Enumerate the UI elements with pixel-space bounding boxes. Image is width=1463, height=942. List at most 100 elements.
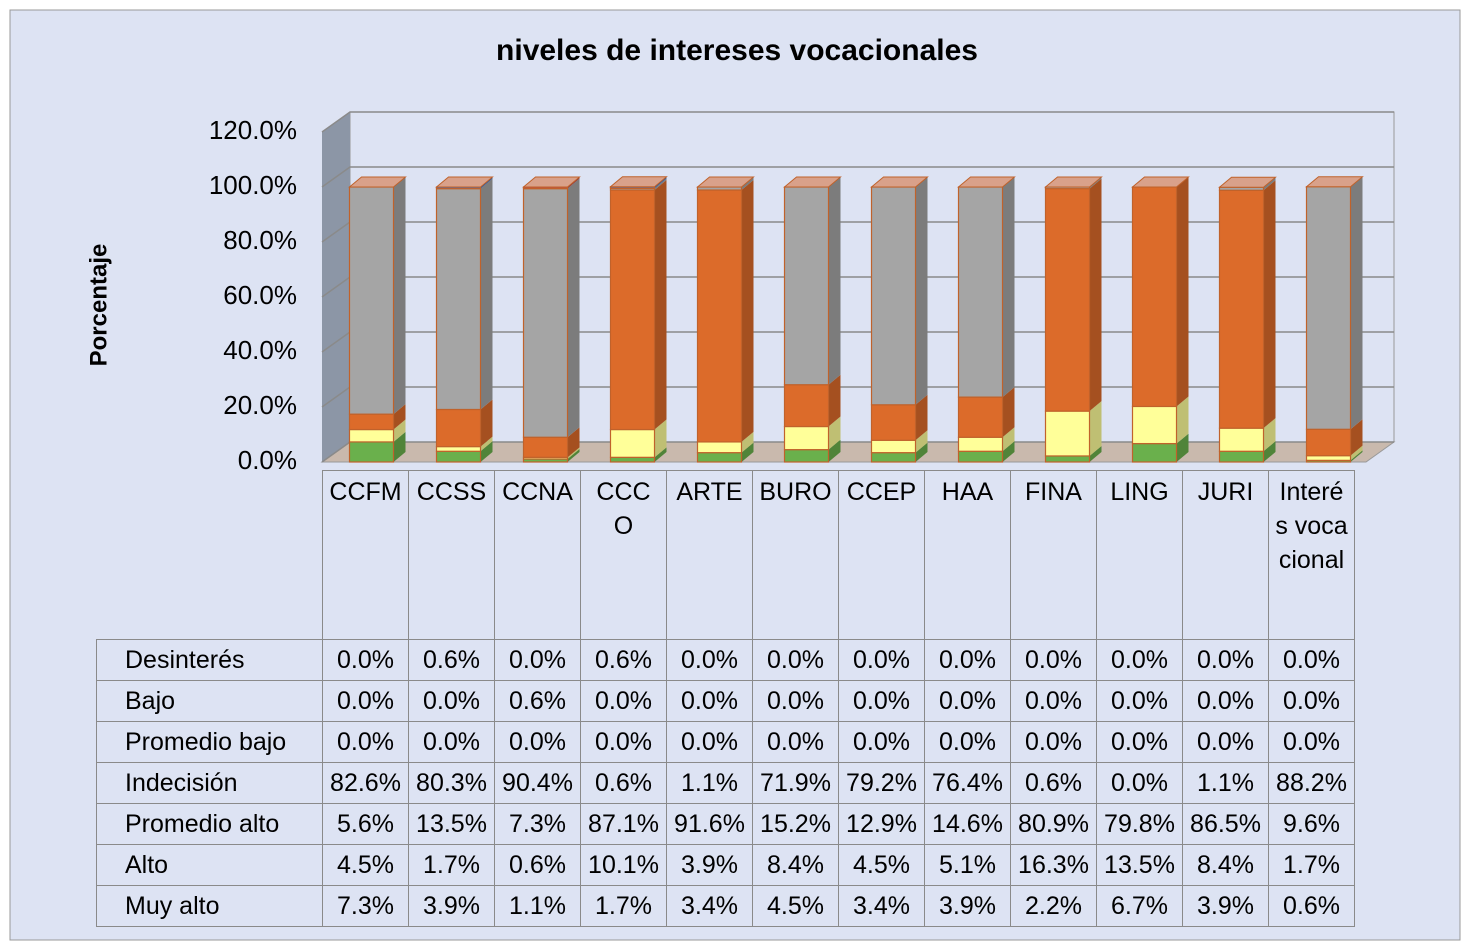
table-cell: 0.0%	[1096, 762, 1183, 804]
bar-side	[741, 431, 754, 453]
bar-side	[1176, 177, 1189, 407]
table-cell: 9.6%	[1268, 803, 1355, 845]
table-header: CCFM CCSS CCNA CCCO ARTE BURO CCEP HAA FINA LING J…	[97, 470, 1355, 640]
bar-top	[522, 176, 581, 188]
table-cell: 0.0%	[924, 721, 1011, 763]
bar-side	[741, 180, 754, 442]
table-cell: 0.6%	[1268, 885, 1355, 927]
bar-side	[915, 430, 928, 453]
table-cell: 0.0%	[408, 721, 495, 763]
bar-top	[1131, 176, 1190, 188]
bar-front	[1218, 427, 1265, 452]
bar-side	[1002, 441, 1015, 462]
table-cell: 0.0%	[580, 680, 667, 722]
bar-top	[783, 176, 842, 188]
table-cell: 0.6%	[494, 680, 581, 722]
table-cell: 0.0%	[838, 639, 925, 681]
bar-front	[1044, 188, 1091, 412]
y-tick-label: 60.0%	[223, 280, 297, 310]
bar-side	[1350, 176, 1363, 430]
cat: HAA	[924, 470, 1011, 640]
y-axis-label: Porcentaje	[85, 244, 112, 367]
grid-line	[321, 166, 1394, 188]
bar-front	[1305, 455, 1352, 461]
table-cell: 0.0%	[1268, 721, 1355, 763]
table-cell: 0.6%	[580, 639, 667, 681]
bar-front	[783, 384, 830, 428]
bar-top	[1044, 176, 1103, 188]
bar-side	[1263, 418, 1276, 452]
table-cell: 0.0%	[666, 721, 753, 763]
bar-side	[480, 436, 493, 452]
bar-front	[870, 404, 917, 441]
table-cell: 0.0%	[924, 680, 1011, 722]
table-cell: 0.0%	[322, 680, 409, 722]
table-cell: 0.0%	[494, 721, 581, 763]
table-cell: 7.3%	[494, 803, 581, 845]
lbl: Promedio alto	[96, 803, 323, 845]
table-cell: 3.9%	[666, 844, 753, 886]
bar-segment	[1305, 419, 1363, 457]
bar-side	[654, 419, 667, 458]
bar-front	[1305, 186, 1352, 430]
table-cell: 1.7%	[408, 844, 495, 886]
bar-segment	[1305, 176, 1363, 430]
table-cell: 80.9%	[1010, 803, 1097, 845]
y-tick-label: 80.0%	[223, 225, 297, 255]
bar-side	[654, 178, 667, 191]
bar-segment	[870, 394, 928, 441]
table-row: Indecisión 82.6% 80.3% 90.4% 0.6% 1.1% 71.9% 79…	[96, 762, 1355, 804]
table-cell: 14.6%	[924, 803, 1011, 845]
bar-side	[1002, 387, 1015, 438]
bar-side	[915, 394, 928, 441]
bar-front	[1131, 186, 1178, 408]
table-cell: 5.6%	[322, 803, 409, 845]
table-cell: 76.4%	[924, 762, 1011, 804]
bar-front	[1131, 442, 1178, 463]
bar-front	[1044, 455, 1091, 463]
table-cell: 1.7%	[1268, 844, 1355, 886]
table-cell: 8.4%	[1182, 844, 1269, 886]
table-cell: 90.4%	[494, 762, 581, 804]
bar-segment	[1218, 418, 1276, 452]
bar-front	[522, 436, 569, 458]
table-cell: 13.5%	[1096, 844, 1183, 886]
bar-front	[957, 396, 1004, 438]
bar-front	[783, 449, 830, 463]
cat: Interés vocacional	[1268, 470, 1355, 640]
bar-segment	[1131, 396, 1189, 445]
table-cell: 0.0%	[1182, 680, 1269, 722]
table-cell: 0.0%	[1010, 721, 1097, 763]
bar-front	[435, 188, 482, 411]
bar-front	[522, 188, 569, 438]
table-cell: 0.0%	[1096, 680, 1183, 722]
table-cell: 10.1%	[580, 844, 667, 886]
bar-segment	[870, 177, 928, 406]
bar-front	[435, 446, 482, 452]
bar-front	[696, 452, 743, 463]
bar-front	[870, 186, 917, 406]
table-cell: 0.0%	[752, 639, 839, 681]
bar-side	[741, 177, 754, 191]
bar-segment	[957, 177, 1015, 398]
table-cell: 0.6%	[408, 639, 495, 681]
bar-side	[1089, 178, 1102, 412]
table-row: Desinterés 0.0% 0.6% 0.0% 0.6% 0.0% 0.0% 0.0% 0.…	[96, 639, 1355, 681]
bar-side	[1089, 401, 1102, 456]
cat: CCFM	[322, 470, 409, 640]
table-cell: 0.0%	[752, 680, 839, 722]
bar-front	[348, 413, 395, 431]
table-cell: 12.9%	[838, 803, 925, 845]
table-cell: 0.0%	[1096, 721, 1183, 763]
table-cell: 0.0%	[1182, 721, 1269, 763]
table-cell: 3.9%	[408, 885, 495, 927]
table-cell: 0.0%	[322, 721, 409, 763]
bar-top	[1218, 176, 1277, 188]
bar-front	[609, 428, 656, 458]
table-cell: 0.0%	[666, 680, 753, 722]
bar-side	[1263, 177, 1276, 191]
table-cell: 0.0%	[1010, 680, 1097, 722]
table-cell: 79.8%	[1096, 803, 1183, 845]
y-tick-label: 0.0%	[238, 445, 297, 475]
bar-side	[393, 419, 406, 442]
